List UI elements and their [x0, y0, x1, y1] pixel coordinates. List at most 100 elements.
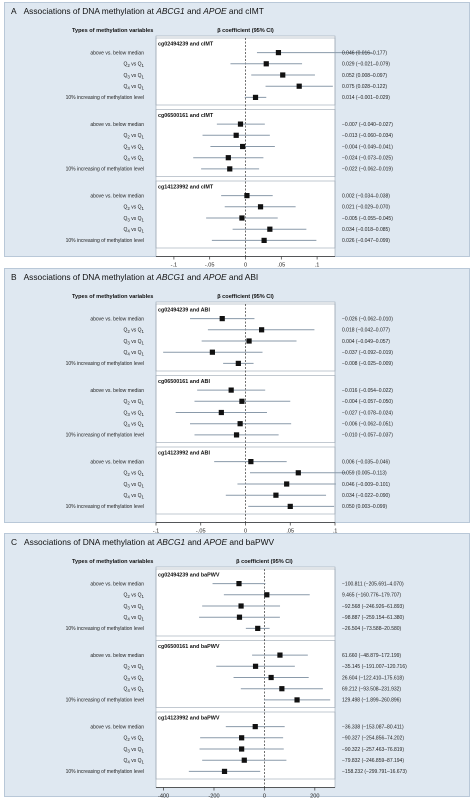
- point-estimate: [225, 155, 231, 161]
- row-label: Q2 vs Q1: [124, 328, 145, 335]
- column-header-right: β coefficient (95% CI): [236, 559, 293, 565]
- ci-text: 0.034 (−0.018–0.085): [342, 227, 390, 233]
- x-tick-label: -.05: [205, 263, 215, 269]
- ci-text: 0.046 (0.016–0.177): [342, 50, 387, 56]
- group-title: cg14123992 and baPWV: [158, 716, 220, 722]
- point-estimate: [280, 72, 286, 78]
- row-label: Q3 vs Q1: [124, 410, 145, 417]
- row-label: Q2 vs Q1: [124, 593, 145, 600]
- group-title: cg14123992 and cIMT: [158, 185, 214, 191]
- column-header-left: Types of methylation variables: [72, 559, 153, 565]
- point-estimate: [227, 166, 233, 172]
- title-mid: and: [185, 537, 204, 547]
- point-estimate: [237, 421, 243, 427]
- group-title: cg02494239 and ABI: [158, 308, 210, 314]
- point-estimate: [239, 398, 245, 404]
- row-label: 10% increasing of methylation level: [66, 95, 144, 101]
- group-box: [155, 640, 336, 708]
- x-tick-label: 0: [263, 794, 266, 800]
- x-tick-label: -.1: [171, 263, 178, 269]
- title-gene-1: ABCG1: [156, 537, 186, 547]
- column-header-right: β coefficient (95% CI): [217, 28, 274, 34]
- point-estimate: [255, 625, 261, 631]
- row-label: 10% increasing of methylation level: [66, 361, 144, 367]
- ci-text: 0.050 (0.003–0.099): [342, 504, 387, 510]
- x-tick-label: -.05: [196, 529, 206, 535]
- point-estimate: [246, 338, 252, 344]
- row-label: Q3 vs Q1: [124, 144, 145, 151]
- row-label: above vs. below median: [90, 122, 144, 128]
- row-label: above vs. below median: [90, 653, 144, 659]
- ci-text: −158.232 (−299.791–16.673): [342, 769, 407, 775]
- forest-plot-a: Types of methylation variables β coeffici…: [66, 28, 394, 280]
- ci-text: 0.046 (−0.009–0.101): [342, 482, 390, 488]
- ci-text: 0.034 (−0.022–0.090): [342, 493, 390, 499]
- ci-text: 0.026 (−0.047–0.099): [342, 238, 390, 244]
- ci-text: −79.832 (−246.859–87.194): [342, 758, 404, 764]
- row-label: above vs. below median: [90, 50, 144, 56]
- panel-letter: A: [11, 6, 17, 16]
- x-tick-label: 200: [310, 794, 319, 800]
- panel-title: B Associations of DNA methylation at ABC…: [11, 272, 258, 282]
- point-estimate: [275, 50, 282, 56]
- x-tick-label: -200: [208, 794, 219, 800]
- ci-text: −26.504 (−73.588–20.580): [342, 626, 402, 632]
- row-label: 10% increasing of methylation level: [66, 769, 144, 775]
- row-label: Q2 vs Q1: [124, 736, 145, 743]
- title-gene-1: ABCG1: [156, 6, 185, 16]
- point-estimate: [296, 83, 302, 89]
- column-header-left: Types of methylation variables: [72, 294, 153, 300]
- point-estimate: [294, 697, 300, 703]
- title-mid: and: [184, 6, 204, 16]
- point-estimate: [295, 470, 301, 476]
- point-estimate: [261, 237, 267, 243]
- ci-text: −0.026 (−0.062–0.010): [342, 316, 393, 322]
- ci-text: 0.059 (0.005–0.113): [342, 471, 387, 477]
- x-tick-label: .05: [286, 529, 294, 535]
- title-suffix: and cIMT: [226, 6, 264, 16]
- row-label: Q3 vs Q1: [124, 747, 145, 754]
- title-prefix: Associations of DNA methylation at: [24, 537, 157, 547]
- ci-text: 0.029 (−0.021–0.079): [342, 62, 390, 68]
- group-title: cg06500161 and cIMT: [158, 113, 214, 119]
- point-estimate: [219, 316, 225, 322]
- row-label: Q2 vs Q1: [124, 664, 145, 671]
- x-tick-label: .1: [315, 263, 320, 269]
- ci-text: 0.018 (−0.042–0.077): [342, 328, 390, 334]
- row-label: Q2 vs Q1: [124, 399, 145, 406]
- point-estimate: [233, 432, 240, 438]
- panel-letter: B: [11, 272, 17, 282]
- title-prefix: Associations of DNA methylation at: [23, 6, 157, 16]
- ci-text: 129.498 (−1.899–260.896): [342, 698, 401, 704]
- row-label: above vs. below median: [90, 193, 144, 199]
- row-label: Q3 vs Q1: [124, 482, 145, 489]
- ci-text: −98.887 (−259.154–61.380): [342, 615, 404, 621]
- ci-text: −0.006 (−0.062–0.051): [342, 422, 393, 428]
- row-label: above vs. below median: [90, 581, 144, 587]
- row-label: Q4 vs Q1: [124, 350, 145, 357]
- ci-text: −0.004 (−0.057–0.050): [342, 399, 393, 405]
- row-label: Q3 vs Q1: [124, 675, 145, 682]
- x-tick-label: .1: [333, 529, 338, 535]
- point-estimate: [279, 686, 285, 692]
- forest-panel-b: B Associations of DNA methylation at ABC…: [4, 268, 470, 546]
- point-estimate: [252, 94, 259, 100]
- row-label: Q2 vs Q1: [124, 62, 145, 69]
- point-estimate: [252, 724, 258, 730]
- panel-title: A Associations of DNA methylation at ABC…: [11, 6, 264, 16]
- point-estimate: [235, 360, 241, 366]
- forest-panel-c: C Associations of DNA methylation at ABC…: [4, 533, 470, 800]
- row-label: Q2 vs Q1: [124, 471, 145, 478]
- ci-text: 0.002 (−0.034–0.038): [342, 193, 390, 199]
- row-label: Q3 vs Q1: [124, 339, 145, 346]
- row-label: 10% increasing of methylation level: [66, 504, 144, 510]
- row-label: above vs. below median: [90, 724, 144, 730]
- x-tick-label: -400: [158, 794, 169, 800]
- ci-text: 61.660 (−48.879–172.199): [342, 653, 401, 659]
- group-box: [155, 711, 336, 780]
- ci-text: −0.024 (−0.073–0.025): [342, 156, 393, 162]
- panel-letter: C: [11, 537, 18, 547]
- point-estimate: [236, 614, 243, 620]
- ci-text: −92.568 (−246.926–61.893): [342, 604, 404, 610]
- ci-text: 0.052 (0.008–0.097): [342, 73, 387, 79]
